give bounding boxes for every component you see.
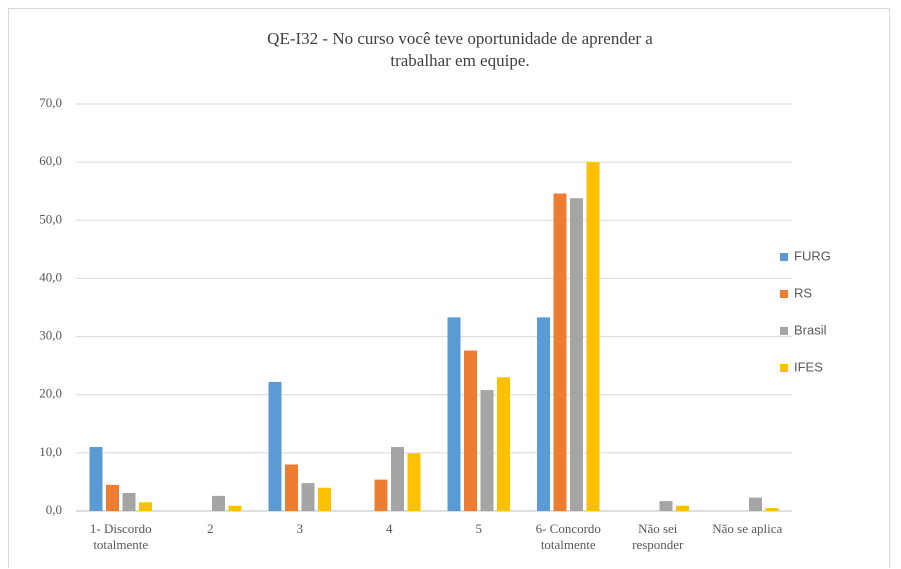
chart-title: QE-I32 - No curso você teve oportunidade… xyxy=(267,29,653,70)
x-tick-label: Não se aplica xyxy=(712,521,783,536)
bar xyxy=(659,501,673,511)
legend-swatch xyxy=(780,290,788,298)
x-tick-label: 4 xyxy=(386,521,393,536)
y-tick-label: 50,0 xyxy=(39,211,62,226)
bar xyxy=(89,447,103,511)
x-tick-label: 5 xyxy=(475,521,483,536)
bar xyxy=(285,464,298,511)
bar xyxy=(464,350,477,511)
bar xyxy=(301,483,315,511)
bar xyxy=(765,508,779,511)
bar xyxy=(228,505,242,511)
bar xyxy=(537,317,550,511)
bar xyxy=(676,505,689,511)
x-tick-label: Não sei responder xyxy=(632,521,684,552)
bar xyxy=(268,381,282,511)
y-tick-label: 60,0 xyxy=(39,153,62,168)
bar xyxy=(480,390,494,511)
x-tick-label: 6- Concordo totalmente xyxy=(535,521,601,552)
bar xyxy=(553,193,567,512)
bar xyxy=(106,484,119,511)
bar xyxy=(586,162,600,511)
y-tick-label: 70,0 xyxy=(39,95,62,110)
bar xyxy=(570,198,583,512)
bar xyxy=(497,377,510,511)
legend-swatch xyxy=(780,327,788,335)
legend-label: RS xyxy=(794,285,812,300)
legend-label: FURG xyxy=(794,248,831,263)
y-tick-label: 20,0 xyxy=(39,386,62,401)
legend-swatch xyxy=(780,253,788,261)
y-tick-label: 40,0 xyxy=(39,269,62,284)
y-tick-label: 0,0 xyxy=(46,502,62,517)
legend-swatch xyxy=(780,364,788,372)
y-tick-label: 10,0 xyxy=(39,444,62,459)
x-tick-label: 3 xyxy=(296,521,304,536)
bar xyxy=(391,447,404,511)
bar xyxy=(374,479,388,511)
bar xyxy=(318,487,331,511)
chart-frame xyxy=(8,8,890,568)
bar xyxy=(122,492,136,511)
bar xyxy=(749,497,762,511)
legend-label: IFES xyxy=(794,359,823,374)
bar xyxy=(212,495,225,511)
bar xyxy=(407,453,421,511)
x-tick-label: 1- Discordo totalmente xyxy=(89,521,152,552)
legend-label: Brasil xyxy=(794,322,827,337)
y-tick-label: 30,0 xyxy=(39,328,62,343)
x-tick-label: 2 xyxy=(207,521,214,536)
bar xyxy=(139,502,152,511)
bar xyxy=(447,317,461,511)
